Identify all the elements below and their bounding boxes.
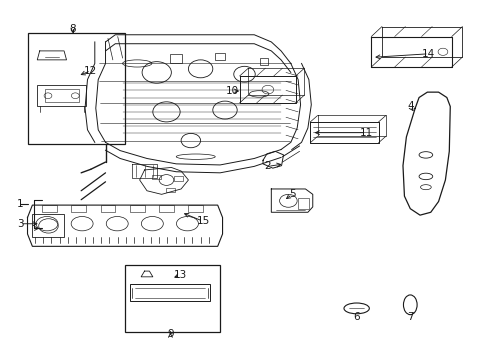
Bar: [101, 205, 115, 212]
Text: 15: 15: [196, 216, 209, 226]
Text: 6: 6: [353, 312, 359, 322]
Text: 14: 14: [421, 49, 434, 59]
Text: 4: 4: [406, 102, 413, 112]
Bar: [152, 175, 160, 179]
Bar: [27, 33, 125, 144]
Bar: [166, 188, 175, 192]
Bar: [173, 176, 182, 181]
Bar: [159, 205, 173, 212]
Text: 8: 8: [69, 24, 76, 34]
Bar: [259, 58, 268, 65]
Text: 7: 7: [406, 312, 413, 322]
Bar: [42, 205, 57, 212]
Text: 5: 5: [288, 189, 295, 199]
Bar: [170, 54, 182, 63]
Text: 11: 11: [359, 128, 372, 138]
Text: 12: 12: [84, 66, 97, 76]
Text: 10: 10: [225, 86, 238, 96]
Bar: [37, 85, 86, 107]
Bar: [44, 89, 79, 102]
Text: 2: 2: [264, 161, 271, 171]
Text: 9: 9: [167, 329, 173, 339]
Bar: [71, 205, 86, 212]
Text: 13: 13: [173, 270, 186, 280]
Bar: [215, 53, 224, 60]
Bar: [32, 214, 64, 237]
Bar: [125, 265, 220, 332]
Bar: [130, 284, 210, 301]
Bar: [188, 205, 203, 212]
Text: 3: 3: [17, 219, 23, 229]
Bar: [298, 198, 308, 209]
Bar: [130, 205, 144, 212]
Text: 1: 1: [17, 199, 23, 210]
